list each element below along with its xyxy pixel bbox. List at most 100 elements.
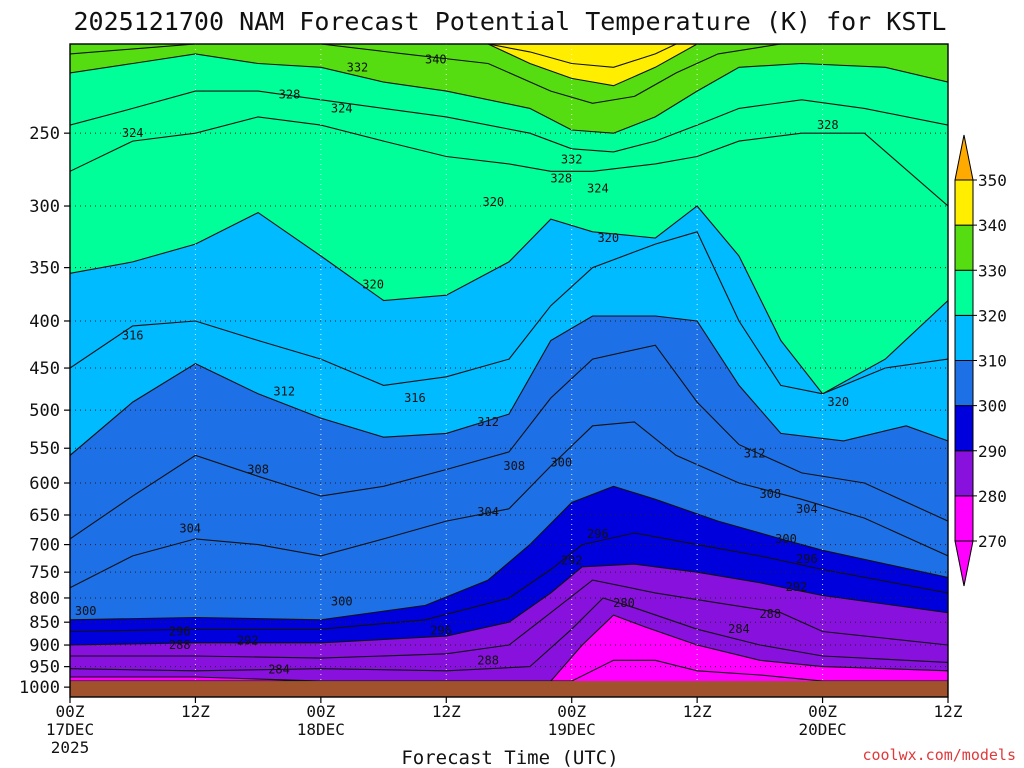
isentrope-344 xyxy=(487,44,677,68)
x-tick-label-12-1: 12Z xyxy=(181,702,210,721)
contour-label-1: 332 xyxy=(347,60,369,74)
x-tick-label-48-2: 19DEC xyxy=(548,720,596,739)
isentrope-292 xyxy=(70,563,948,646)
band-fill-344 xyxy=(488,44,677,68)
x-tick-label-72-2: 20DEC xyxy=(798,720,846,739)
band-fill-332 xyxy=(70,44,948,134)
contour-label-13: 312 xyxy=(273,384,295,398)
isentrope-340 xyxy=(320,44,718,87)
colorbar-label-270: 270 xyxy=(978,532,1007,551)
contour-label-20: 300 xyxy=(550,456,572,470)
ground-below-surface xyxy=(70,681,948,697)
colorbar-label-280: 280 xyxy=(978,487,1007,506)
colorbar-label-320: 320 xyxy=(978,306,1007,325)
contour-label-34: 284 xyxy=(728,622,750,636)
contour-label-33: 288 xyxy=(759,607,781,621)
y-tick-label-750: 750 xyxy=(29,563,60,583)
contour-label-18: 308 xyxy=(247,462,269,476)
y-tick-label-1000: 1000 xyxy=(19,678,60,698)
contour-label-16: 320 xyxy=(827,395,849,409)
isentrope-332 xyxy=(70,53,948,134)
credit-text: coolwx.com/models xyxy=(862,746,1016,764)
contour-label-19: 308 xyxy=(503,459,525,473)
x-tick-label-0-3: 2025 xyxy=(51,738,90,757)
colorbar-swatch-310 xyxy=(954,314,974,361)
contour-label-24: 304 xyxy=(477,505,499,519)
band-fill-336 xyxy=(70,44,948,104)
colorbar-swatch-270 xyxy=(954,495,974,542)
isentrope-280 xyxy=(70,614,948,682)
colorbar-label-330: 330 xyxy=(978,261,1007,280)
contour-label-12: 316 xyxy=(122,329,144,343)
contour-label-39: 288 xyxy=(477,653,499,667)
y-tick-label-450: 450 xyxy=(29,359,60,379)
contour-label-31: 300 xyxy=(75,604,97,618)
contour-label-15: 312 xyxy=(477,415,499,429)
contour-label-2: 328 xyxy=(279,88,301,102)
colorbar-label-290: 290 xyxy=(978,442,1007,461)
contour-label-27: 296 xyxy=(796,552,818,566)
y-tick-label-650: 650 xyxy=(29,506,60,526)
y-tick-label-950: 950 xyxy=(29,658,60,678)
isentrope-288 xyxy=(70,579,948,659)
chart-title: 2025121700 NAM Forecast Potential Temper… xyxy=(74,7,947,36)
colorbar: 270 280 290 300 310 320 330 340 350 xyxy=(954,134,1007,587)
y-tick-label-900: 900 xyxy=(29,636,60,656)
colorbar-label-350: 350 xyxy=(978,171,1007,190)
x-tick-label-60-1: 12Z xyxy=(683,702,712,721)
colorbar-swatch-340 xyxy=(954,179,974,226)
isentrope-328 xyxy=(70,90,948,153)
isentrope-316 xyxy=(70,231,948,395)
x-tick-label-24-2: 18DEC xyxy=(297,720,345,739)
contour-label-29: 292 xyxy=(786,580,808,594)
y-tick-label-700: 700 xyxy=(29,536,60,556)
contour-label-38: 288 xyxy=(169,638,191,652)
x-tick-label-0-1: 00Z xyxy=(56,702,85,721)
contour-label-23: 304 xyxy=(179,521,201,535)
isentrope-284 xyxy=(70,597,948,672)
contour-label-21: 308 xyxy=(759,487,781,501)
isentrope-324 xyxy=(70,116,948,207)
contour-label-8: 324 xyxy=(587,181,609,195)
contour-label-10: 320 xyxy=(597,231,619,245)
contour-label-7: 328 xyxy=(550,171,572,185)
contour-label-22: 304 xyxy=(796,502,818,516)
y-tick-label-800: 800 xyxy=(29,589,60,609)
contour-label-40: 284 xyxy=(268,663,290,677)
contour-label-35: 296 xyxy=(169,624,191,638)
y-tick-label-850: 850 xyxy=(29,613,60,633)
contour-label-9: 320 xyxy=(482,195,504,209)
pressure-axis: 250 300 350 400 450 500 550 600 650 700 750 800 850 9… xyxy=(19,124,70,698)
isentrope-308 xyxy=(70,344,948,540)
theta-fill-bands xyxy=(70,44,948,697)
contour-label-28: 292 xyxy=(561,553,583,567)
plot-area: 340 332 328 324 324 328 332 328 324 320 320 320 316 3… xyxy=(69,43,949,698)
contour-label-25: 296 xyxy=(587,527,609,541)
y-tick-label-550: 550 xyxy=(29,439,60,459)
contour-label-17: 312 xyxy=(744,446,766,460)
y-tick-label-250: 250 xyxy=(29,124,60,144)
isentrope-lines xyxy=(70,44,948,682)
colorbar-label-340: 340 xyxy=(978,216,1007,235)
y-tick-label-400: 400 xyxy=(29,312,60,332)
colorbar-swatch-320 xyxy=(954,269,974,316)
isentrope-336 xyxy=(70,44,948,104)
colorbar-cap-bottom xyxy=(954,540,974,587)
isentrope-304 xyxy=(70,421,948,589)
colorbar-swatch-290 xyxy=(954,405,974,452)
contour-label-32: 280 xyxy=(613,596,635,610)
contour-label-26: 300 xyxy=(775,532,797,546)
y-tick-label-300: 300 xyxy=(29,197,60,217)
colorbar-swatch-280 xyxy=(954,450,974,497)
plot-frame xyxy=(69,43,949,698)
isentrope-296 xyxy=(70,532,948,633)
colorbar-cap-top xyxy=(954,134,974,181)
y-tick-label-600: 600 xyxy=(29,474,60,494)
x-tick-label-48-1: 00Z xyxy=(557,702,586,721)
colorbar-label-300: 300 xyxy=(978,397,1007,416)
x-tick-label-36-1: 12Z xyxy=(432,702,461,721)
y-tick-label-500: 500 xyxy=(29,401,60,421)
x-axis-label: Forecast Time (UTC) xyxy=(401,747,618,768)
